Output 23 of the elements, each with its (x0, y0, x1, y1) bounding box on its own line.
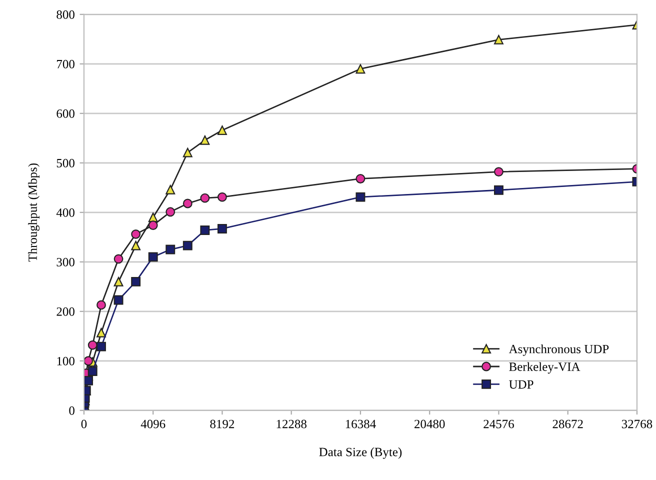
y-tick-label: 600 (56, 109, 74, 118)
y-tick-label: 700 (57, 60, 74, 68)
legend-label: Asynchronous UDP (508, 344, 609, 356)
x-tick-label: 12288 (276, 420, 306, 428)
y-tick-label: 800 (56, 10, 74, 19)
x-tick-label: 4096 (140, 420, 166, 428)
y-tick-label: 100 (57, 356, 74, 366)
y-tick-label: 300 (56, 258, 74, 266)
y-tick-label: 500 (56, 158, 74, 168)
y-tick-label: 0 (69, 406, 74, 415)
x-tick-label: 8192 (210, 420, 234, 428)
y-axis-title: Throughput (Mbps) (28, 163, 40, 262)
x-tick-label: 28672 (552, 420, 583, 428)
x-tick-label: 16384 (346, 420, 376, 428)
x-tick-label: 20480 (414, 420, 445, 428)
x-tick-label: 24576 (484, 420, 514, 428)
x-tick-label: 0 (81, 420, 87, 428)
legend-label: Berkeley-VIA (509, 362, 580, 374)
x-tick-label: 32768 (622, 420, 652, 428)
y-tick-label: 400 (56, 208, 74, 217)
legend-label: UDP (509, 380, 534, 389)
x-axis-title: Data Size (Byte) (319, 447, 402, 459)
y-tick-label: 200 (56, 307, 74, 316)
